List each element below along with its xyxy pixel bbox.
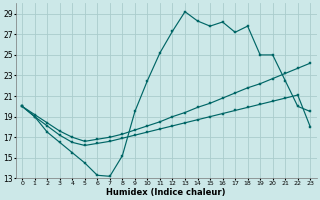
X-axis label: Humidex (Indice chaleur): Humidex (Indice chaleur) [107, 188, 226, 197]
